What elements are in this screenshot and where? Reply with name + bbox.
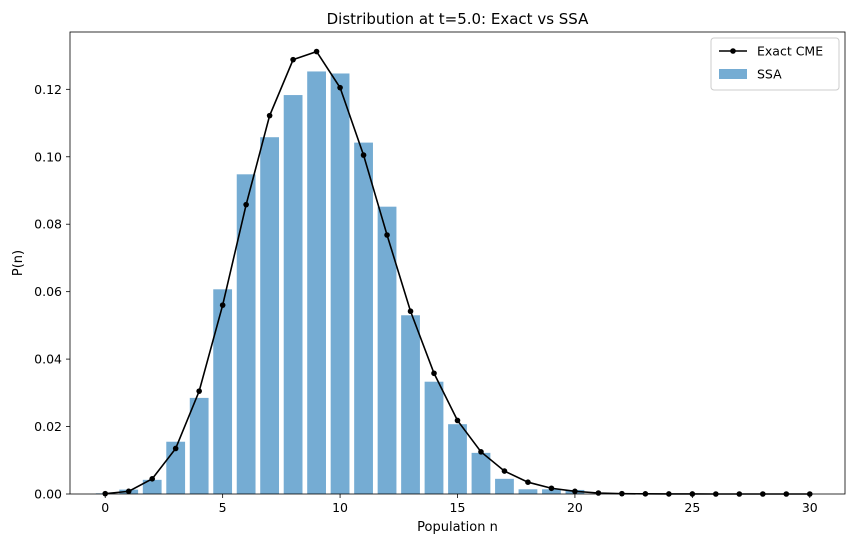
ssa-bar	[518, 489, 538, 494]
ssa-bar	[354, 142, 373, 494]
exact-cme-point	[172, 445, 179, 452]
x-tick-label: 5	[219, 500, 227, 515]
exact-cme-point	[313, 48, 320, 55]
exact-cme-point	[407, 308, 414, 315]
ssa-bar	[448, 424, 467, 494]
ssa-bar	[189, 397, 209, 494]
ssa-bar	[542, 489, 561, 494]
exact-cme-point	[501, 468, 508, 474]
ssa-bar	[142, 479, 162, 494]
exact-cme-point	[572, 488, 578, 495]
x-tick-label: 25	[684, 500, 700, 515]
legend-label-exact-cme: Exact CME	[757, 44, 823, 59]
exact-cme-point	[337, 84, 343, 91]
ssa-bar	[213, 289, 233, 494]
exact-cme-point	[454, 417, 461, 424]
x-tick-label: 20	[567, 500, 583, 515]
ssa-bar	[377, 206, 397, 494]
x-tick-label: 10	[332, 500, 348, 515]
exact-cme-point	[290, 56, 296, 63]
legend: Exact CME SSA	[710, 37, 840, 91]
ssa-bar	[236, 174, 256, 494]
x-tick-label: 0	[101, 500, 109, 515]
exact-cme-point	[125, 488, 132, 495]
x-axis-ticks: 0 5 10 15 20 25 30	[101, 494, 818, 515]
y-tick-label: 0.06	[34, 284, 62, 299]
ssa-bar	[283, 95, 303, 495]
y-tick-label: 0.10	[34, 149, 62, 164]
exact-cme-point	[196, 388, 202, 394]
y-tick-label: 0.08	[34, 217, 62, 232]
y-tick-label: 0.12	[34, 82, 62, 97]
ssa-bar	[495, 478, 514, 494]
x-axis-label: Population n	[417, 520, 498, 535]
y-tick-label: 0.00	[34, 487, 62, 502]
exact-cme-point	[360, 152, 367, 158]
exact-cme-point	[243, 201, 249, 208]
exact-cme-point	[149, 476, 155, 482]
exact-cme-point	[384, 232, 390, 238]
ssa-bars	[95, 71, 585, 495]
exact-cme-point	[595, 490, 602, 496]
exact-cme-point	[431, 370, 437, 377]
ssa-bar	[307, 71, 326, 494]
legend-bar-swatch	[719, 69, 747, 79]
legend-label-ssa: SSA	[757, 67, 782, 82]
y-tick-label: 0.02	[34, 419, 62, 434]
exact-cme-point	[548, 485, 555, 492]
exact-cme-point	[478, 449, 484, 455]
exact-cme-point	[266, 112, 273, 119]
x-tick-label: 30	[802, 500, 818, 515]
y-axis-label: P(n)	[11, 250, 26, 276]
exact-cme-point	[219, 302, 226, 308]
legend-marker-swatch	[730, 48, 736, 54]
ssa-bar	[330, 73, 350, 495]
ssa-bar	[260, 137, 280, 494]
ssa-bar	[401, 315, 420, 494]
ssa-bar	[471, 452, 491, 494]
y-tick-label: 0.04	[34, 352, 62, 367]
exact-cme-point	[525, 479, 531, 485]
x-tick-label: 15	[450, 500, 466, 515]
chart-title: Distribution at t=5.0: Exact vs SSA	[327, 10, 589, 28]
y-axis-ticks: 0.00 0.02 0.04 0.06 0.08 0.10 0.12	[34, 82, 70, 502]
ssa-bar	[424, 381, 444, 494]
